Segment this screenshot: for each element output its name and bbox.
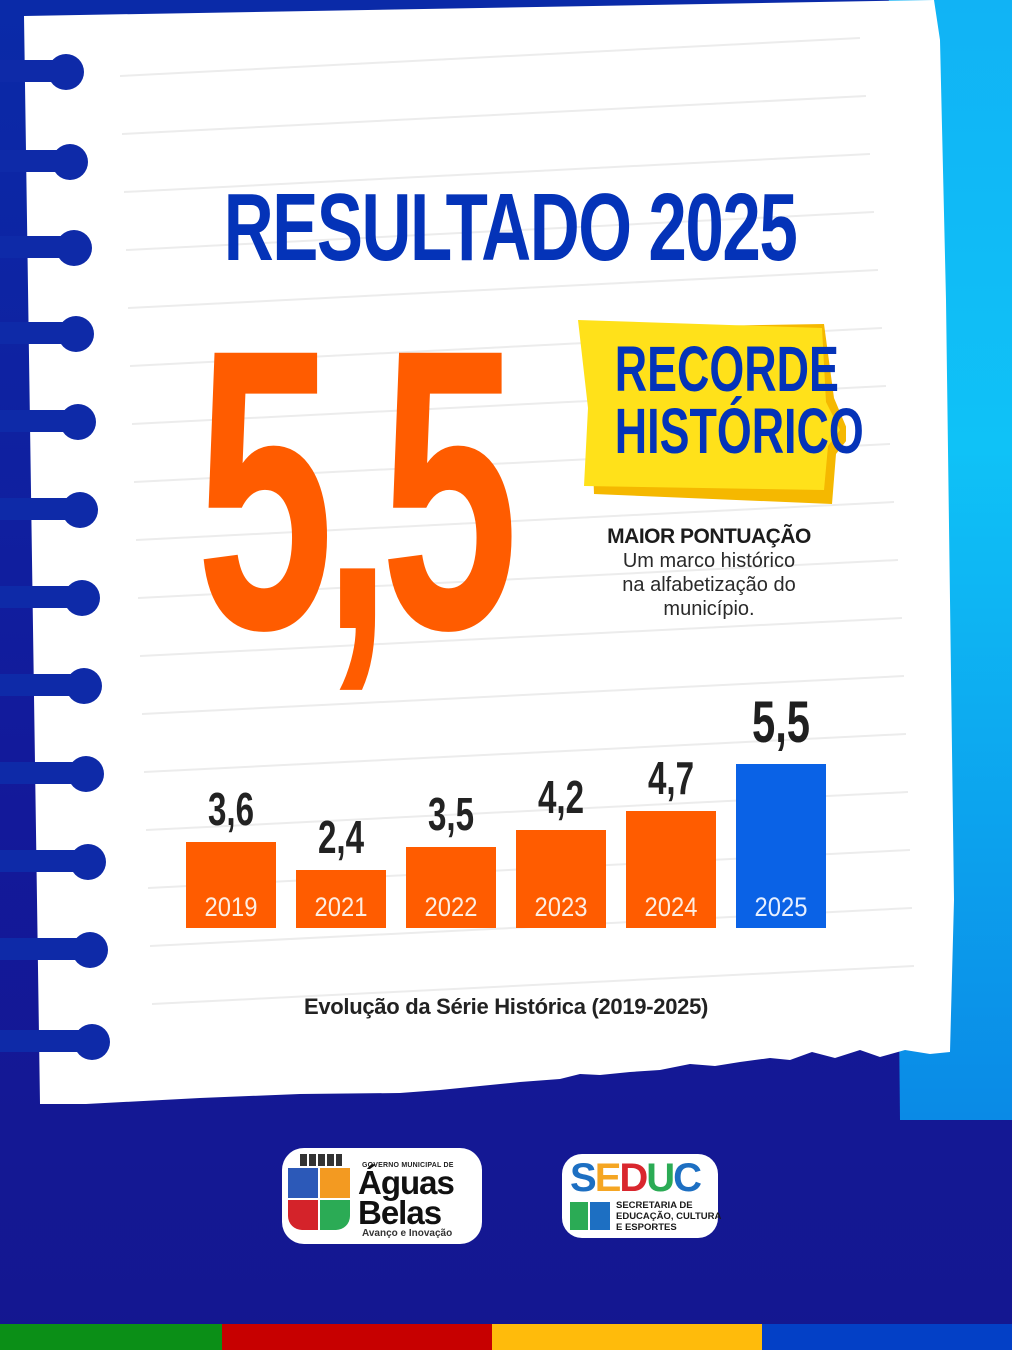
- stripe-green: [0, 1324, 222, 1350]
- seduc-icon-blue: [590, 1202, 610, 1230]
- bar-year-label: 2025: [754, 892, 808, 922]
- bar-chart: 3,6 2019 2,4 2021 3,5 2022 4,2 2023 4,7 …: [186, 690, 836, 928]
- bar-group-2024: 4,7 2024: [626, 690, 716, 928]
- seduc-sub-line-3: E ESPORTES: [616, 1222, 677, 1233]
- seduc-letter: U: [646, 1156, 675, 1200]
- bar-year-label: 2021: [314, 892, 368, 922]
- bar: 2021: [296, 870, 386, 928]
- crest-quadrant-lion: [288, 1200, 318, 1230]
- logo-tagline: Avanço e Inovação: [362, 1228, 453, 1239]
- crest-quadrant-water: [288, 1168, 318, 1198]
- score-headline: 5,5: [196, 266, 518, 713]
- description-line-2: na alfabetização do: [622, 574, 796, 596]
- score-description: MAIOR PONTUAÇÃO Um marco histórico na al…: [580, 525, 838, 621]
- bar-value-highlight: 5,5: [751, 690, 811, 755]
- logo-name-line-1: Águas: [358, 1164, 455, 1201]
- crest-quadrant-bow: [320, 1168, 350, 1198]
- bar: 2019: [186, 842, 276, 928]
- bar-year-label: 2022: [424, 892, 478, 922]
- record-badge: RECORDE HISTÓRICO: [574, 318, 864, 504]
- bar: 2023: [516, 830, 606, 928]
- bar-group-2019: 3,6 2019: [186, 690, 276, 928]
- bar-group-2021: 2,4 2021: [296, 690, 386, 928]
- notebook-sheet-shape: [0, 0, 954, 1104]
- badge-line-2: HISTÓRICO: [614, 395, 864, 467]
- seduc-letter: E: [594, 1156, 622, 1200]
- description-title: MAIOR PONTUAÇÃO: [607, 525, 811, 548]
- bar-value: 4,2: [537, 771, 585, 823]
- bar-highlight: 2025: [736, 764, 826, 928]
- bar-year-label: 2023: [534, 892, 588, 922]
- stripe-yellow: [492, 1324, 762, 1350]
- aguas-belas-logo: GOVERNO MUNICIPAL DE Águas Belas Avanço …: [282, 1148, 482, 1244]
- seduc-letter: S: [570, 1156, 597, 1200]
- crest-quadrant-handshake: [320, 1200, 350, 1230]
- seduc-icon-green: [570, 1202, 588, 1230]
- badge-text: RECORDE HISTÓRICO: [614, 333, 864, 467]
- seduc-subtitle: SECRETARIA DE EDUCAÇÃO, CULTURA E ESPORT…: [616, 1200, 721, 1233]
- coat-of-arms-icon: [288, 1168, 352, 1234]
- stripe-blue: [762, 1324, 1012, 1350]
- description-line-1: Um marco histórico: [622, 550, 796, 572]
- seduc-sub-line-1: SECRETARIA DE: [616, 1200, 693, 1211]
- description-line-3: município.: [663, 598, 755, 620]
- bar-group-2023: 4,2 2023: [516, 690, 606, 928]
- seduc-sub-line-2: EDUCAÇÃO, CULTURA: [616, 1211, 722, 1222]
- footer-color-stripe: [0, 1324, 1012, 1350]
- bar-group-2022: 3,5 2022: [406, 690, 496, 928]
- badge-shape: [578, 320, 846, 504]
- bar-value: 3,5: [427, 788, 475, 840]
- logo-top-line: GOVERNO MUNICIPAL DE: [362, 1162, 454, 1169]
- bar: 2022: [406, 847, 496, 928]
- notebook-paper: [0, 0, 954, 1104]
- bar-year-label: 2024: [644, 892, 698, 922]
- bar-value: 3,6: [207, 783, 255, 835]
- bar-year-label: 2019: [204, 892, 258, 922]
- badge-line-1: RECORDE: [614, 333, 839, 405]
- bar-value: 2,4: [317, 811, 365, 863]
- seduc-letter: D: [619, 1156, 648, 1200]
- seduc-letter: C: [673, 1156, 702, 1200]
- bar-value: 4,7: [647, 752, 695, 804]
- stripe-red: [222, 1324, 492, 1350]
- logo-name: Águas Belas: [358, 1164, 455, 1231]
- books-icon: [570, 1202, 610, 1230]
- bar-group-2025: 5,5 2025: [736, 690, 826, 928]
- chart-caption: Evolução da Série Histórica (2019-2025): [303, 994, 709, 1019]
- seduc-logo: SEDUC SECRETARIA DE EDUCAÇÃO, CULTURA E …: [562, 1154, 721, 1238]
- castle-towers-icon: [300, 1154, 342, 1166]
- seduc-wordmark: SEDUC: [570, 1156, 702, 1200]
- bar: 2024: [626, 811, 716, 928]
- logo-name-line-2: Belas: [358, 1194, 442, 1231]
- page-title: RESULTADO 2025: [223, 174, 798, 281]
